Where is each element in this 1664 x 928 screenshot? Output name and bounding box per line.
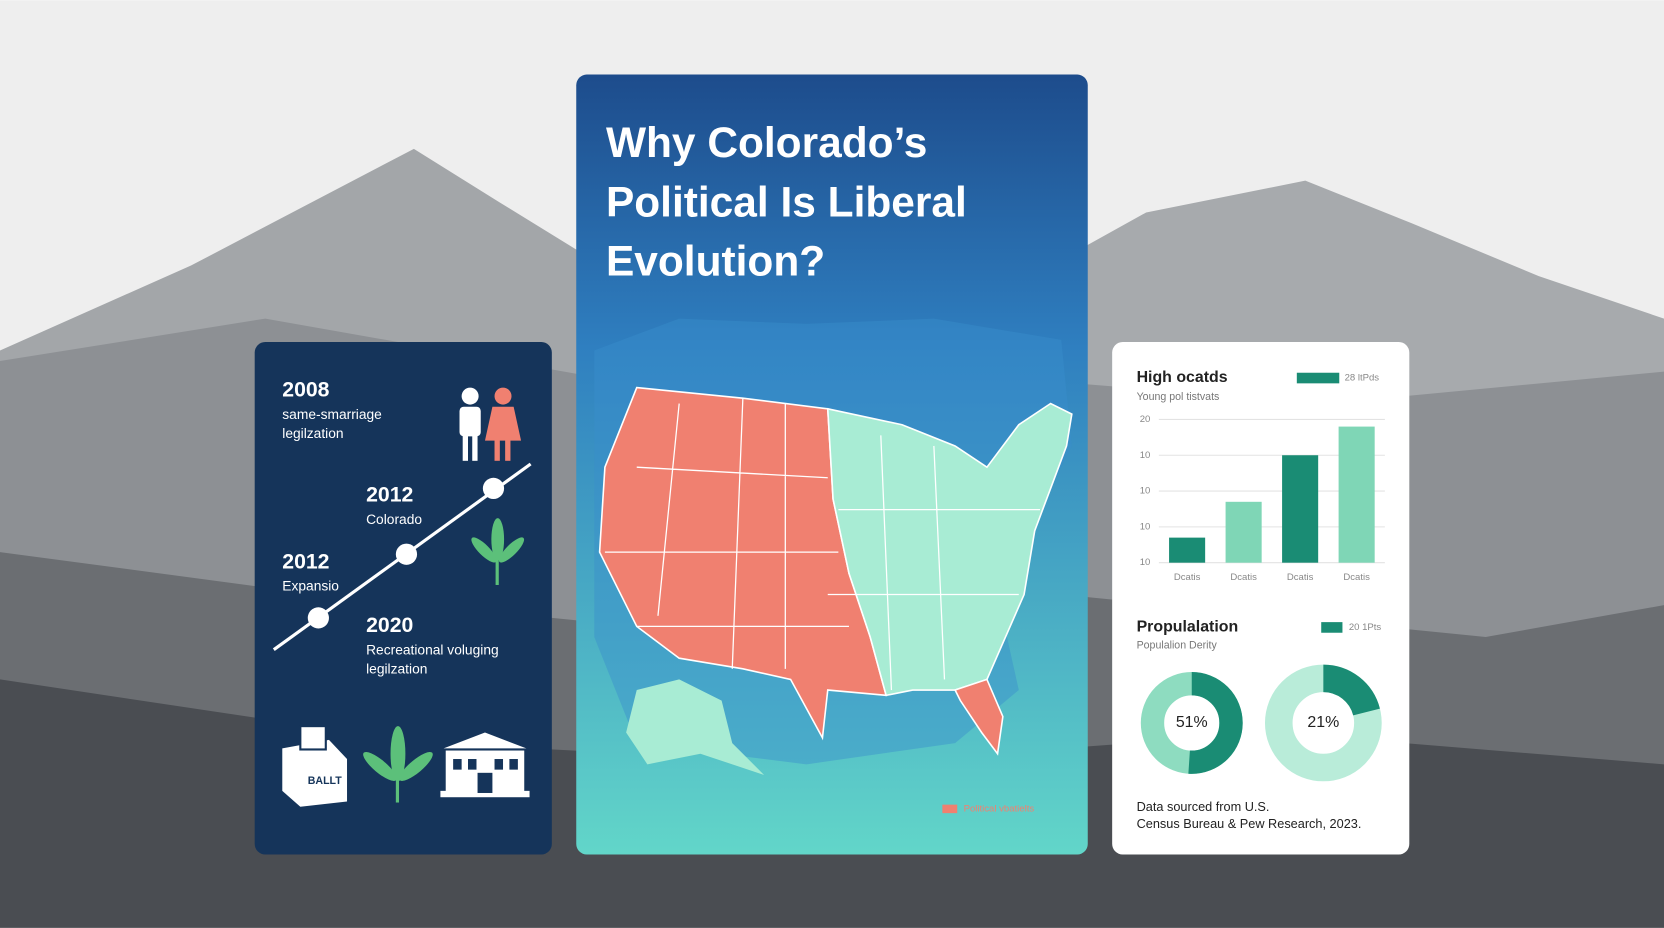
timeline-year: 2008 — [282, 378, 329, 401]
legend-label: 28 ltPds — [1345, 373, 1380, 384]
donut-label: 21% — [1307, 714, 1339, 731]
legend-swatch — [1321, 622, 1343, 633]
chart-title: Propulalation — [1137, 619, 1239, 636]
title: Evolution? — [606, 238, 825, 285]
x-tick-label: Dcatis — [1343, 572, 1370, 583]
timeline-dot — [307, 607, 329, 629]
y-tick-label: 10 — [1140, 521, 1151, 532]
donut-label: 51% — [1176, 714, 1208, 731]
map-legend: Political vbatielts — [964, 803, 1035, 814]
legend-label: 20 1Pts — [1349, 622, 1382, 633]
y-tick-label: 10 — [1140, 557, 1151, 568]
leaf-icon — [471, 518, 525, 585]
map-legend-swatch — [942, 804, 958, 814]
bar — [1225, 501, 1262, 563]
title: Why Colorado’s — [606, 119, 927, 166]
y-tick-label: 10 — [1140, 450, 1151, 461]
chart-subtitle: Populalion Derity — [1137, 639, 1218, 651]
x-tick-label: Dcatis — [1230, 572, 1257, 583]
x-tick-label: Dcatis — [1287, 572, 1314, 583]
y-tick-label: 20 — [1140, 414, 1151, 425]
timeline-year: 2020 — [366, 614, 413, 637]
x-tick-label: Dcatis — [1174, 572, 1201, 583]
bar — [1169, 537, 1206, 563]
timeline-dot — [482, 477, 505, 500]
donut-segment — [1140, 672, 1243, 774]
ballot-icon: BALLT — [282, 725, 348, 807]
bar — [1282, 455, 1319, 563]
stats-panel — [1112, 341, 1410, 855]
building-icon — [440, 732, 530, 798]
timeline-label: Recreational voluging — [366, 642, 499, 657]
donut-segment — [1264, 664, 1382, 782]
title: Political Is Liberal — [606, 178, 967, 225]
y-tick-label: 10 — [1140, 486, 1151, 497]
map-red-states — [953, 678, 1004, 756]
leaf-icon — [363, 726, 433, 803]
timeline-panel — [254, 341, 552, 855]
timeline-label: same-smarriage — [282, 407, 382, 422]
timeline-label: legilzation — [366, 662, 427, 677]
timeline-dot — [395, 543, 418, 565]
timeline-year: 2012 — [282, 550, 329, 573]
chart-title: High ocatds — [1137, 369, 1228, 386]
timeline-label: Expansio — [282, 579, 339, 594]
footnote: Data sourced from U.S. — [1137, 799, 1270, 814]
state-borders — [604, 398, 1040, 691]
map-alaska — [626, 679, 765, 775]
bar — [1338, 426, 1375, 563]
timeline-year: 2012 — [366, 483, 413, 506]
timeline-label: legilzation — [282, 426, 343, 441]
chart-subtitle: Young pol tistvats — [1137, 391, 1220, 403]
ballot-label: BALLT — [308, 775, 342, 787]
legend-swatch — [1296, 372, 1340, 384]
timeline-label: Colorado — [366, 512, 422, 527]
couple-icon — [459, 387, 522, 461]
footnote: Census Bureau & Pew Research, 2023. — [1137, 816, 1362, 831]
